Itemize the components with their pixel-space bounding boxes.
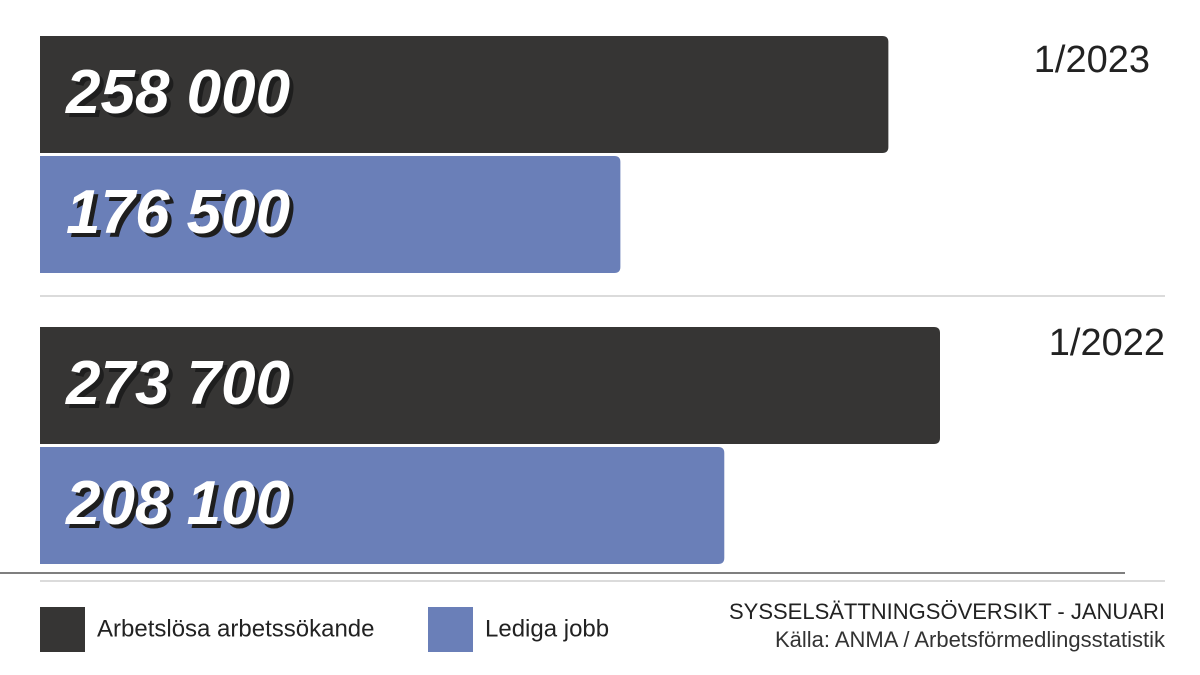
value-label: 176 500 <box>66 178 290 247</box>
bar <box>40 36 889 153</box>
value-label: 208 100 <box>65 469 290 538</box>
value-label: 273 700 <box>65 349 290 418</box>
legend-swatch <box>40 607 85 652</box>
bar <box>40 156 621 273</box>
legend-label: Arbetslösa arbetssökande <box>97 615 375 642</box>
chart-title: SYSSELSÄTTNINGSÖVERSIKT - JANUARI <box>729 599 1165 624</box>
legend-label: Lediga jobb <box>485 615 609 642</box>
legend-swatch <box>428 607 473 652</box>
bar <box>40 327 940 444</box>
category-label: 1/2023 <box>1034 39 1150 81</box>
bar <box>40 447 725 564</box>
source: Källa: ANMA / Arbetsförmedlingsstatistik <box>775 627 1166 652</box>
value-label: 258 000 <box>65 58 290 127</box>
category-label: 1/2022 <box>1049 322 1165 364</box>
